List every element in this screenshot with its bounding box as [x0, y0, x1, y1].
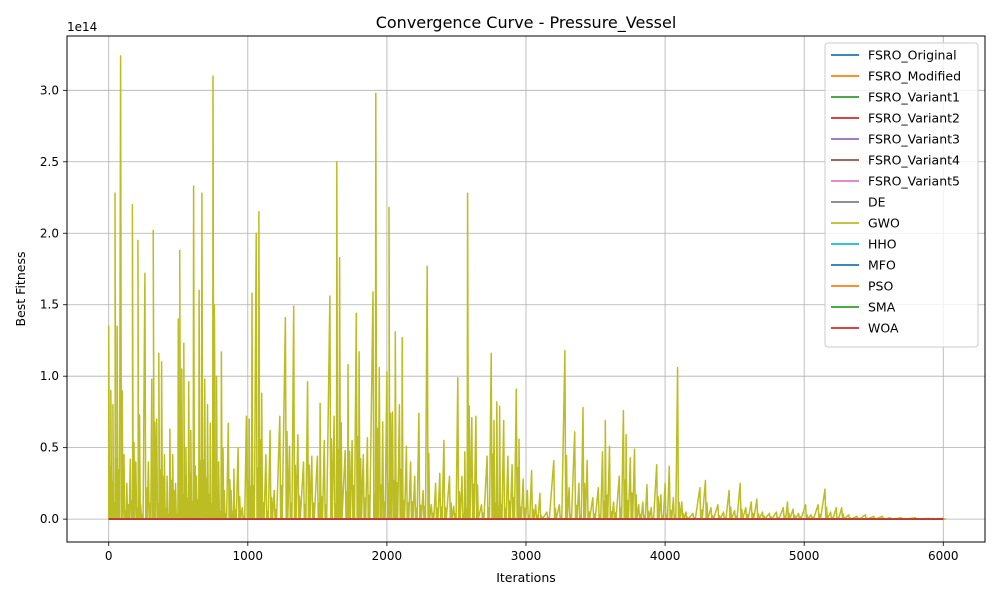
x-tick-label: 1000 [233, 549, 264, 563]
x-tick-label: 4000 [650, 549, 681, 563]
legend-box [824, 42, 979, 348]
legend-label: FSRO_Variant2 [868, 111, 960, 126]
y-tick-label: 1.0 [40, 369, 59, 383]
legend-label: PSO [868, 279, 893, 294]
legend-label: HHO [868, 237, 897, 252]
y-axis-ticks: 0.0 0.5 1.0 1.5 2.0 2.5 3.0 [40, 83, 67, 526]
x-tick-label: 0 [105, 549, 113, 563]
y-tick-label: 2.5 [40, 155, 59, 169]
x-tick-label: 3000 [511, 549, 542, 563]
y-tick-label: 0.0 [40, 512, 59, 526]
legend-label: FSRO_Variant4 [868, 153, 960, 168]
x-axis-ticks: 0 1000 2000 3000 4000 5000 6000 [105, 542, 959, 563]
legend-label: FSRO_Variant3 [868, 132, 960, 147]
legend-label: FSRO_Variant5 [868, 174, 960, 189]
legend-label: WOA [868, 321, 899, 336]
y-axis-label: Best Fitness [13, 252, 28, 327]
series-line-gwo [107, 55, 947, 520]
x-tick-label: 5000 [789, 549, 820, 563]
y-axis-offset-label: 1e14 [67, 20, 97, 34]
series-lines [107, 55, 947, 520]
y-tick-label: 1.5 [40, 298, 59, 312]
legend-label: FSRO_Variant1 [868, 90, 960, 105]
y-tick-label: 3.0 [40, 83, 59, 97]
legend-label: GWO [868, 216, 900, 231]
legend-label: SMA [868, 300, 896, 315]
legend-label: DE [868, 195, 886, 210]
x-axis-label: Iterations [496, 570, 556, 585]
x-tick-label: 6000 [928, 549, 959, 563]
y-tick-label: 0.5 [40, 441, 59, 455]
legend-label: MFO [868, 258, 896, 273]
legend: FSRO_Original FSRO_Modified FSRO_Variant1 F… [824, 42, 979, 348]
legend-label: FSRO_Modified [868, 69, 961, 84]
y-tick-label: 2.0 [40, 226, 59, 240]
x-tick-label: 2000 [372, 549, 403, 563]
legend-label: FSRO_Original [868, 48, 957, 63]
chart-title: Convergence Curve - Pressure_Vessel [376, 13, 677, 33]
